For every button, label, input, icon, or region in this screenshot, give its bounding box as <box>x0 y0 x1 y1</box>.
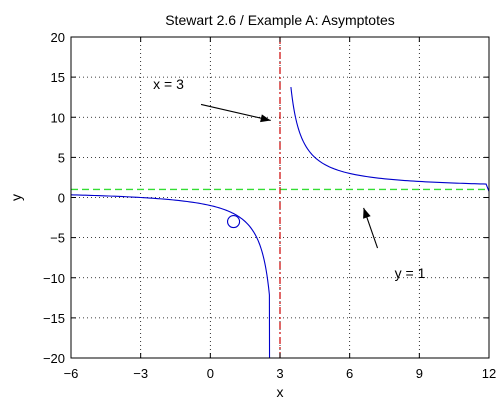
y-tick-label: 0 <box>58 191 65 206</box>
y-tick-label: 10 <box>51 110 65 125</box>
asymptotes <box>71 37 489 358</box>
curve-right-branch <box>290 86 489 192</box>
annotation-arrow-head <box>363 207 371 219</box>
removable-discontinuity-marker <box>227 215 241 229</box>
chart-title: Stewart 2.6 / Example A: Asymptotes <box>165 12 395 28</box>
annotation-label: x = 3 <box>153 76 184 92</box>
x-tick-label: 12 <box>482 366 496 381</box>
x-tick-label: 0 <box>207 366 214 381</box>
annotation-label: y = 1 <box>395 265 426 281</box>
x-tick-label: 9 <box>416 366 423 381</box>
curve-left-branch <box>71 194 271 358</box>
x-tick-label: 3 <box>276 366 283 381</box>
y-axis-label: y <box>8 194 24 201</box>
annotations: x = 3 y = 1 <box>153 76 425 281</box>
y-tick-label: 5 <box>58 150 65 165</box>
x-tick-label: 6 <box>346 366 353 381</box>
y-tick-label: −10 <box>43 271 65 286</box>
y-tick-label: 20 <box>51 30 65 45</box>
y-tick-label: −15 <box>43 311 65 326</box>
annotation-arrow-head <box>260 114 271 123</box>
ticks: −6 −3 0 3 6 9 12 −20 −15 −10 −5 0 5 10 15 20 <box>43 30 496 381</box>
y-tick-label: 15 <box>51 70 65 85</box>
x-axis-label: x <box>277 384 284 400</box>
x-tick-label: −6 <box>64 366 79 381</box>
annotation-arrow-shaft <box>200 103 271 121</box>
y-tick-label: −20 <box>43 351 65 366</box>
x-tick-label: −3 <box>133 366 148 381</box>
curve <box>71 86 489 358</box>
y-tick-label: −5 <box>50 231 65 246</box>
